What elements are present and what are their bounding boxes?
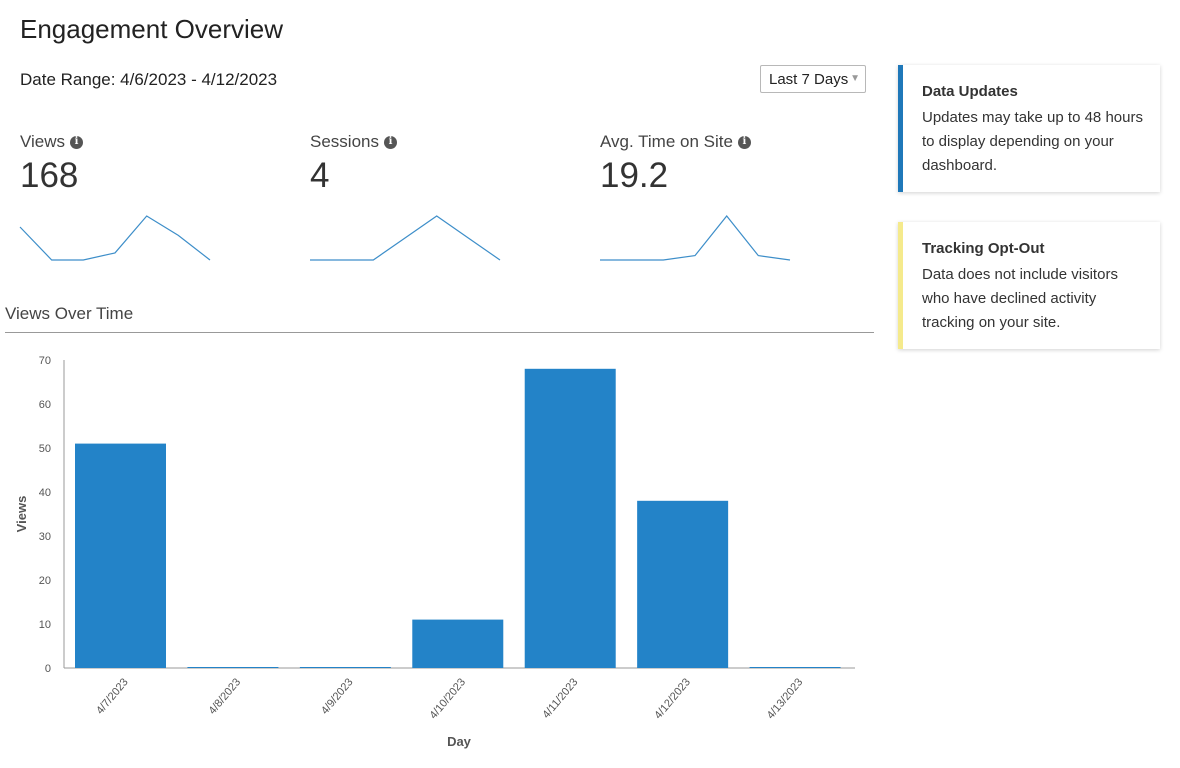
- y-tick-label: 40: [39, 487, 51, 499]
- info-icon[interactable]: i: [383, 135, 397, 149]
- sparkline-views: [19, 215, 211, 261]
- sparkline-avg-time: [600, 215, 791, 261]
- metric-avg-time-value: 19.2: [600, 156, 669, 195]
- metric-sessions-value: 4: [310, 156, 330, 195]
- date-range-select-value: Last 7 Days: [769, 70, 849, 88]
- section-title: Views Over Time: [5, 304, 134, 323]
- info-icon[interactable]: i: [70, 135, 84, 149]
- sparkline-line: [600, 215, 791, 261]
- info-icon[interactable]: i: [737, 135, 751, 149]
- bar[interactable]: [299, 667, 391, 668]
- y-tick-label: 50: [39, 443, 51, 455]
- chevron-down-icon: ▼: [850, 73, 860, 84]
- card-body: Updates may take up to 48 hours to displ…: [922, 109, 1143, 174]
- metric-avg-time-label: Avg. Time on Site: [600, 132, 733, 151]
- bar[interactable]: [187, 667, 279, 668]
- x-tick-label: 4/7/2023: [94, 676, 131, 717]
- metric-views: Views i 168: [20, 132, 250, 196]
- bar[interactable]: [749, 667, 841, 668]
- metric-sessions-label: Sessions: [310, 132, 379, 151]
- y-tick-label: 10: [39, 619, 51, 631]
- y-axis-title: Views: [14, 496, 29, 533]
- x-tick-label: 4/12/2023: [652, 676, 693, 721]
- card-title: Tracking Opt-Out: [922, 240, 1045, 257]
- date-range-select[interactable]: Last 7 Days ▼: [760, 65, 866, 93]
- metric-views-value: 168: [20, 156, 79, 195]
- y-tick-label: 60: [39, 399, 51, 411]
- x-tick-label: 4/9/2023: [319, 676, 356, 717]
- views-bar-chart: 0 10 20 30 40 50 60 70 4/7/2023 4/8/2023 4/9/2023 4…: [14, 355, 855, 749]
- bar[interactable]: [637, 500, 729, 668]
- x-tick-label: 4/8/2023: [207, 676, 244, 717]
- sparkline-line: [310, 215, 501, 261]
- bar[interactable]: [75, 443, 166, 668]
- date-range: Date Range: 4/6/2023 - 4/12/2023: [20, 70, 278, 89]
- sparkline-sessions: [310, 215, 501, 261]
- card-title: Data Updates: [922, 83, 1018, 100]
- x-tick-label: 4/11/2023: [540, 676, 580, 721]
- x-axis-title: Day: [447, 734, 472, 749]
- x-tick-label: 4/10/2023: [427, 676, 468, 721]
- page-title: Engagement Overview: [20, 14, 284, 44]
- metric-avg-time: Avg. Time on Site i 19.2: [600, 132, 830, 196]
- section-divider: [5, 332, 874, 333]
- card-data-updates: Data Updates Updates may take up to 48 h…: [898, 65, 1160, 192]
- y-tick-label: 70: [39, 355, 51, 367]
- x-tick-label: 4/13/2023: [765, 676, 806, 721]
- y-tick-label: 30: [39, 531, 51, 543]
- metric-views-label: Views: [20, 132, 66, 151]
- y-tick-label: 20: [39, 575, 51, 587]
- card-tracking-opt-out: Tracking Opt-Out Data does not include v…: [898, 222, 1160, 349]
- y-tick-label: 0: [45, 663, 51, 675]
- bar[interactable]: [524, 368, 616, 668]
- bar[interactable]: [412, 619, 504, 668]
- card-body: Data does not include visitors who have …: [922, 266, 1118, 331]
- sparkline-line: [19, 215, 211, 261]
- metric-sessions: Sessions i 4: [310, 132, 540, 196]
